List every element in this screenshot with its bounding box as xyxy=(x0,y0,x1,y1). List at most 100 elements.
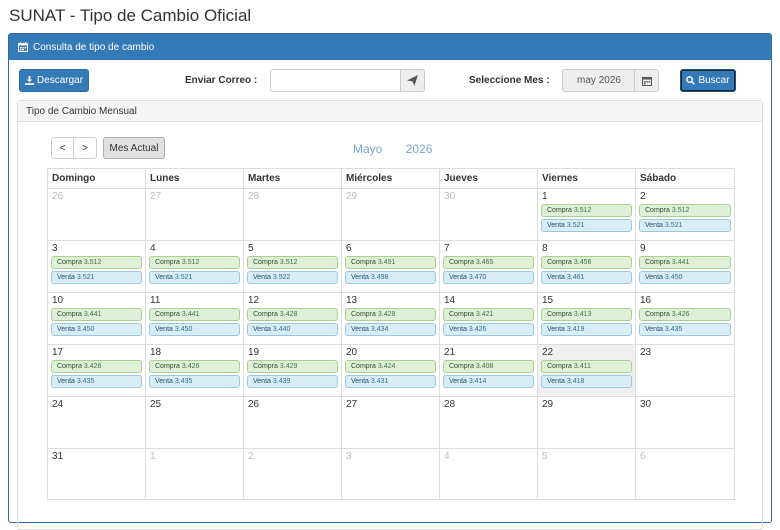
compra-rate-event[interactable]: Compra 3.512 xyxy=(247,256,338,269)
prev-month-button[interactable]: < xyxy=(51,137,74,159)
compra-rate-event[interactable]: Compra 3.491 xyxy=(345,256,436,269)
calendar-day-cell[interactable]: 14 Compra 3.421 Venta 3.426 xyxy=(440,293,538,344)
venta-rate-event[interactable]: Venta 3.521 xyxy=(541,219,632,232)
calendar-day-cell[interactable]: 21 Compra 3.408 Venta 3.414 xyxy=(440,345,538,396)
venta-rate-event[interactable]: Venta 3.521 xyxy=(149,271,240,284)
compra-rate-event[interactable]: Compra 3.441 xyxy=(149,308,240,321)
compra-rate-event[interactable]: Compra 3.424 xyxy=(345,360,436,373)
day-number: 19 xyxy=(248,347,260,358)
calendar-day-cell[interactable]: 25 xyxy=(146,397,244,448)
calendar-day-cell[interactable]: 28 xyxy=(440,397,538,448)
venta-rate-event[interactable]: Venta 3.434 xyxy=(345,323,436,336)
calendar-day-cell[interactable]: 16 Compra 3.426 Venta 3.435 xyxy=(636,293,734,344)
send-email-button[interactable] xyxy=(400,69,425,92)
calendar-day-cell[interactable]: 27 xyxy=(342,397,440,448)
compra-rate-event[interactable]: Compra 3.421 xyxy=(443,308,534,321)
calendar-day-cell[interactable]: 2 xyxy=(244,449,342,499)
calendar-day-cell[interactable]: 7 Compra 3.465 Venta 3.470 xyxy=(440,241,538,292)
compra-rate-event[interactable]: Compra 3.465 xyxy=(443,256,534,269)
venta-rate-event[interactable]: Venta 3.435 xyxy=(51,375,142,388)
compra-rate-event[interactable]: Compra 3.408 xyxy=(443,360,534,373)
calendar-day-cell[interactable]: 15 Compra 3.413 Venta 3.419 xyxy=(538,293,636,344)
calendar-day-cell[interactable]: 24 xyxy=(48,397,146,448)
venta-rate-event[interactable]: Venta 3.414 xyxy=(443,375,534,388)
calendar-day-cell[interactable]: 1 xyxy=(146,449,244,499)
month-input[interactable]: may 2026 xyxy=(562,69,635,92)
calendar-day-cell[interactable]: 6 Compra 3.491 Venta 3.498 xyxy=(342,241,440,292)
calendar-day-cell[interactable]: 26 xyxy=(48,189,146,240)
venta-rate-event[interactable]: Venta 3.521 xyxy=(639,219,731,232)
venta-rate-event[interactable]: Venta 3.419 xyxy=(541,323,632,336)
calendar-day-cell[interactable]: 1 Compra 3.512 Venta 3.521 xyxy=(538,189,636,240)
calendar-day-cell[interactable]: 6 xyxy=(636,449,734,499)
venta-rate-event[interactable]: Venta 3.450 xyxy=(51,323,142,336)
calendar-day-cell[interactable]: 8 Compra 3.456 Venta 3.461 xyxy=(538,241,636,292)
calendar-day-cell[interactable]: 12 Compra 3.428 Venta 3.440 xyxy=(244,293,342,344)
venta-rate-event[interactable]: Venta 3.521 xyxy=(51,271,142,284)
venta-rate-event[interactable]: Venta 3.440 xyxy=(247,323,338,336)
calendar-day-cell[interactable]: 28 xyxy=(244,189,342,240)
calendar-day-cell[interactable]: 13 Compra 3.428 Venta 3.434 xyxy=(342,293,440,344)
venta-rate-event[interactable]: Venta 3.435 xyxy=(149,375,240,388)
compra-rate-event[interactable]: Compra 3.441 xyxy=(51,308,142,321)
compra-rate-event[interactable]: Compra 3.512 xyxy=(541,204,632,217)
compra-rate-event[interactable]: Compra 3.426 xyxy=(149,360,240,373)
calendar-day-cell[interactable]: 27 xyxy=(146,189,244,240)
calendar-day-cell[interactable]: 30 xyxy=(440,189,538,240)
calendar-day-cell[interactable]: 5 Compra 3.512 Venta 3.522 xyxy=(244,241,342,292)
month-picker-button[interactable] xyxy=(634,69,659,92)
venta-rate-event[interactable]: Venta 3.461 xyxy=(541,271,632,284)
calendar-day-cell[interactable]: 5 xyxy=(538,449,636,499)
compra-rate-event[interactable]: Compra 3.512 xyxy=(51,256,142,269)
compra-rate-event[interactable]: Compra 3.441 xyxy=(639,256,731,269)
calendar-day-cell[interactable]: 3 Compra 3.512 Venta 3.521 xyxy=(48,241,146,292)
calendar-day-cell[interactable]: 11 Compra 3.441 Venta 3.450 xyxy=(146,293,244,344)
calendar-day-cell[interactable]: 31 xyxy=(48,449,146,499)
calendar-day-cell[interactable]: 19 Compra 3.429 Venta 3.439 xyxy=(244,345,342,396)
compra-rate-event[interactable]: Compra 3.413 xyxy=(541,308,632,321)
calendar-day-cell[interactable]: 9 Compra 3.441 Venta 3.450 xyxy=(636,241,734,292)
compra-rate-event[interactable]: Compra 3.428 xyxy=(247,308,338,321)
calendar-day-cell[interactable]: 29 xyxy=(342,189,440,240)
venta-label: Venta xyxy=(155,326,173,333)
venta-label: Venta xyxy=(155,274,173,281)
venta-rate-event[interactable]: Venta 3.450 xyxy=(149,323,240,336)
calendar-day-cell[interactable]: 20 Compra 3.424 Venta 3.431 xyxy=(342,345,440,396)
compra-rate-event[interactable]: Compra 3.512 xyxy=(149,256,240,269)
venta-rate-event[interactable]: Venta 3.435 xyxy=(639,323,731,336)
venta-rate-event[interactable]: Venta 3.439 xyxy=(247,375,338,388)
calendar-day-cell[interactable]: 30 xyxy=(636,397,734,448)
calendar-day-cell[interactable]: 26 xyxy=(244,397,342,448)
calendar-day-cell[interactable]: 23 xyxy=(636,345,734,396)
compra-rate-event[interactable]: Compra 3.512 xyxy=(639,204,731,217)
calendar-day-cell[interactable]: 4 Compra 3.512 Venta 3.521 xyxy=(146,241,244,292)
calendar-day-cell[interactable]: 2 Compra 3.512 Venta 3.521 xyxy=(636,189,734,240)
venta-rate-event[interactable]: Venta 3.470 xyxy=(443,271,534,284)
download-button[interactable]: Descargar xyxy=(19,69,89,92)
venta-rate-event[interactable]: Venta 3.418 xyxy=(541,375,632,388)
calendar-day-cell[interactable]: 22 Compra 3.411 Venta 3.418 xyxy=(538,345,636,396)
compra-rate-event[interactable]: Compra 3.411 xyxy=(541,360,632,373)
compra-rate-event[interactable]: Compra 3.456 xyxy=(541,256,632,269)
venta-rate-event[interactable]: Venta 3.450 xyxy=(639,271,731,284)
compra-rate-event[interactable]: Compra 3.426 xyxy=(51,360,142,373)
calendar-day-cell[interactable]: 10 Compra 3.441 Venta 3.450 xyxy=(48,293,146,344)
venta-rate-event[interactable]: Venta 3.522 xyxy=(247,271,338,284)
calendar-day-cell[interactable]: 4 xyxy=(440,449,538,499)
calendar-day-cell[interactable]: 29 xyxy=(538,397,636,448)
venta-label: Venta xyxy=(253,326,271,333)
venta-rate-event[interactable]: Venta 3.431 xyxy=(345,375,436,388)
next-month-button[interactable]: > xyxy=(74,137,97,159)
calendar-day-cell[interactable]: 3 xyxy=(342,449,440,499)
compra-rate-event[interactable]: Compra 3.426 xyxy=(639,308,731,321)
compra-rate-event[interactable]: Compra 3.428 xyxy=(345,308,436,321)
calendar-day-cell[interactable]: 17 Compra 3.426 Venta 3.435 xyxy=(48,345,146,396)
calendar-day-cell[interactable]: 18 Compra 3.426 Venta 3.435 xyxy=(146,345,244,396)
search-button[interactable]: Buscar xyxy=(680,69,736,92)
venta-rate-event[interactable]: Venta 3.498 xyxy=(345,271,436,284)
compra-rate-event[interactable]: Compra 3.429 xyxy=(247,360,338,373)
search-label: Buscar xyxy=(698,75,730,86)
venta-rate-event[interactable]: Venta 3.426 xyxy=(443,323,534,336)
current-month-button[interactable]: Mes Actual xyxy=(103,137,165,159)
email-input[interactable] xyxy=(270,69,401,92)
